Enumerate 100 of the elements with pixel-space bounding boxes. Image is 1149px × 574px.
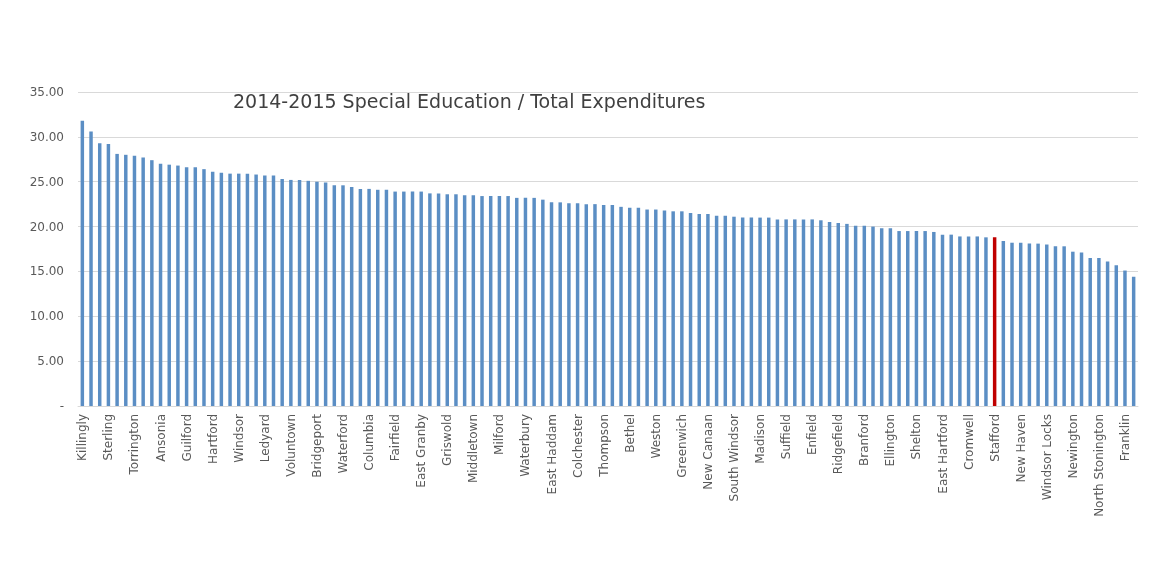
- x-tick-label: Windsor Locks: [1039, 414, 1054, 501]
- bar: [428, 193, 432, 406]
- x-tick-label: Weston: [648, 414, 663, 459]
- y-tick-label: 30.00: [29, 129, 64, 144]
- bar: [1062, 246, 1066, 406]
- bar: [1088, 257, 1092, 406]
- bar: [202, 169, 206, 406]
- bar: [845, 223, 849, 406]
- bar: [819, 220, 823, 406]
- x-tick-label: Ansonia: [153, 414, 168, 462]
- y-tick-label: -: [59, 399, 64, 413]
- x-tick-label: Franklin: [1117, 414, 1132, 462]
- bar: [289, 179, 293, 406]
- bar: [619, 206, 623, 406]
- x-tick-label: Thompson: [596, 414, 611, 478]
- bar: [1045, 244, 1049, 406]
- bar: [1123, 270, 1127, 406]
- y-tick-label: 5.00: [37, 354, 64, 369]
- x-tick-label: Enfield: [805, 414, 820, 456]
- bar: [558, 202, 562, 406]
- x-tick-label: Ridgefield: [831, 414, 846, 475]
- bar: [810, 219, 814, 406]
- x-tick-label: East Granby: [414, 414, 429, 488]
- bar: [480, 196, 484, 406]
- bar: [784, 219, 788, 406]
- x-tick-label: Waterford: [336, 414, 350, 474]
- bar: [671, 211, 675, 406]
- bar: [150, 160, 154, 406]
- bar: [567, 203, 571, 406]
- x-tick-label: Griswold: [440, 414, 455, 466]
- bar: [419, 191, 423, 406]
- y-tick-label: 20.00: [29, 219, 64, 234]
- bar: [958, 236, 962, 406]
- bar: [315, 181, 319, 406]
- x-tick-label: New Canaan: [700, 414, 715, 490]
- bar: [593, 204, 597, 406]
- x-tick-label: Sterling: [101, 414, 116, 461]
- bar: [949, 234, 953, 406]
- x-tick-label: Columbia: [362, 414, 377, 471]
- bar: [654, 209, 658, 406]
- x-tick-label: Windsor: [231, 413, 246, 463]
- x-tick-label: Stafford: [987, 414, 1002, 462]
- bar: [923, 231, 927, 406]
- bar: [1097, 257, 1101, 406]
- bar: [263, 175, 267, 406]
- bar: [793, 219, 797, 406]
- x-tick-label: Hartford: [205, 414, 220, 464]
- x-tick-label: Fairfield: [388, 414, 403, 462]
- x-tick-label: Cromwell: [961, 414, 976, 470]
- bar: [167, 164, 171, 406]
- bar: [697, 214, 701, 406]
- bar: [393, 191, 397, 406]
- x-tick-label: Milford: [492, 414, 507, 455]
- bar: [454, 194, 458, 406]
- x-tick-label: Branford: [857, 414, 872, 467]
- x-tick-label: Ledyard: [257, 414, 272, 463]
- bar: [115, 153, 119, 406]
- bar: [680, 211, 684, 406]
- x-tick-label: Ellington: [883, 414, 898, 467]
- bar: [897, 231, 901, 406]
- bar: [89, 131, 93, 406]
- bar: [141, 157, 145, 406]
- x-tick-label: South Windsor: [726, 413, 741, 502]
- x-tick-label: Newington: [1065, 414, 1080, 479]
- bar: [1036, 243, 1040, 406]
- bar: [280, 179, 284, 406]
- y-tick-label: 35.00: [29, 85, 64, 99]
- x-tick-label: New Haven: [1013, 414, 1028, 483]
- x-tick-label: North Stonington: [1091, 414, 1106, 517]
- x-tick-label: East Haddam: [544, 414, 559, 495]
- x-tick-label: Middletown: [466, 414, 481, 484]
- bar: [1010, 242, 1014, 406]
- bar: [228, 173, 232, 406]
- x-tick-label: Greenwich: [674, 414, 689, 478]
- y-tick-label: 15.00: [29, 264, 64, 279]
- bar: [124, 154, 128, 406]
- bar: [732, 216, 736, 406]
- x-tick-label: Shelton: [909, 414, 924, 460]
- y-tick-label: 10.00: [29, 309, 64, 324]
- x-tick-label: Guilford: [179, 414, 194, 462]
- x-tick-label: Waterbury: [518, 414, 533, 477]
- bar: [402, 191, 406, 406]
- chart-title: 2014-2015 Special Education / Total Expenditures: [233, 89, 706, 112]
- bar: [645, 209, 649, 406]
- bar: [367, 188, 371, 406]
- x-tick-label: Suffield: [779, 414, 794, 460]
- bar: [176, 165, 180, 406]
- bar: [932, 231, 936, 406]
- x-tick-label: Bridgeport: [309, 413, 324, 478]
- x-tick-label: Colchester: [570, 413, 585, 478]
- x-tick-label: Madison: [753, 414, 768, 464]
- bar: [984, 237, 988, 406]
- x-tick-label: Torrington: [127, 414, 142, 476]
- bar: [254, 174, 258, 406]
- bar: [506, 196, 510, 406]
- bar: [541, 199, 545, 406]
- bar: [532, 197, 536, 406]
- y-tick-label: 25.00: [29, 174, 64, 189]
- bar: [758, 217, 762, 406]
- bar: [1071, 251, 1075, 406]
